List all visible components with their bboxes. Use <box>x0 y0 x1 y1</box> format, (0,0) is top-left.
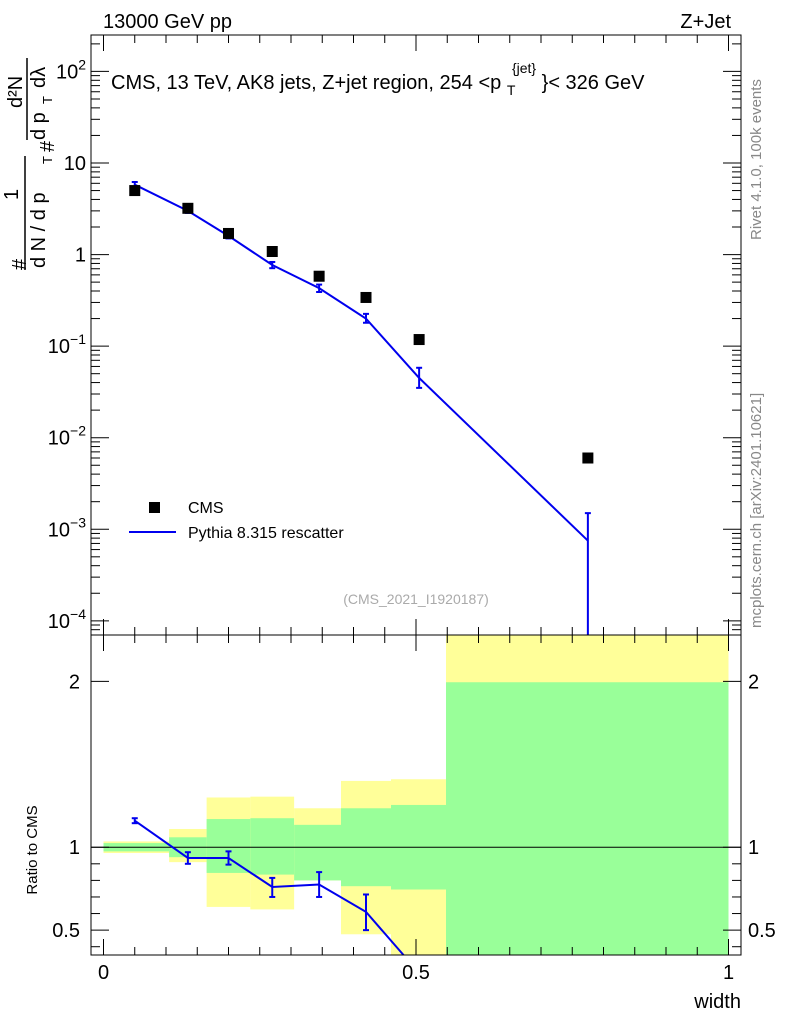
ytick-mantissa: 10 <box>56 61 78 83</box>
xtick-label: 0.5 <box>402 962 430 984</box>
side-label-bottom: mcplots.cern.ch [arXiv:2401.10621] <box>748 393 765 628</box>
ytick-exponent: −3 <box>70 514 86 530</box>
ratio-ytick-label-right: 0.5 <box>748 920 776 942</box>
legend-marker-cms <box>149 502 160 513</box>
main-title: CMS, 13 TeV, AK8 jets, Z+jet region, 254… <box>111 56 645 100</box>
main-ytick-label: 102 <box>56 56 86 83</box>
xtick-label: 1 <box>723 962 734 984</box>
header-left: 13000 GeV pp <box>103 11 232 33</box>
main-ytick-label: 10−2 <box>48 423 86 450</box>
cms-point <box>582 452 594 464</box>
main-title-sup: {jet} <box>512 60 536 76</box>
main-panel: CMS, 13 TeV, AK8 jets, Z+jet region, 254… <box>1 34 742 636</box>
cms-point <box>313 270 325 282</box>
ratio-ytick-label-left: 1 <box>69 837 80 859</box>
ytick-mantissa: 10 <box>64 153 86 175</box>
ylabel-dn-dpt: d N / d p <box>28 192 50 268</box>
ytick-mantissa: 10 <box>48 428 70 450</box>
ratio-ytick-label-right: 1 <box>748 837 759 859</box>
ratio-panel: 0.5 0.5 1 1 2 2 0 0.5 1 Ratio to CMS width <box>24 634 776 1013</box>
ytick-exponent: −2 <box>70 423 86 439</box>
main-title-sub: T <box>507 82 516 98</box>
main-ytick-label: 10−3 <box>48 514 86 541</box>
cms-point <box>413 334 425 346</box>
cms-point <box>182 202 194 214</box>
legend-label-mc: Pythia 8.315 rescatter <box>188 525 344 542</box>
cms-point <box>223 227 234 239</box>
main-ytick-label: 1 <box>75 245 86 267</box>
ytick-mantissa: 10 <box>48 336 70 358</box>
main-title-suffix: }< 326 GeV <box>542 72 646 94</box>
cms-point <box>360 291 372 303</box>
header-right: Z+Jet <box>680 11 731 33</box>
ratio-ylabel: Ratio to CMS <box>24 805 41 894</box>
xlabel: width <box>693 991 741 1013</box>
ylabel-sub-t-2: T <box>40 96 55 104</box>
ylabel-numer: d²N <box>5 76 27 108</box>
ylabel-denom: d p <box>28 112 50 140</box>
ylabel-dlambda: dλ <box>28 67 50 88</box>
ylabel-one: 1 <box>1 189 23 200</box>
main-ytick-label: 10 <box>64 153 86 175</box>
ratio-ytick-label-left: 0.5 <box>52 920 80 942</box>
main-ytick-label: 10−4 <box>48 606 86 633</box>
ratio-frame <box>90 634 742 956</box>
legend-label-cms: CMS <box>188 500 224 517</box>
main-ylabel: # 1 d N / d p T # d²N d p T dλ <box>1 58 59 270</box>
watermark: (CMS_2021_I1920187) <box>343 591 489 607</box>
mc-line <box>134 183 589 542</box>
ytick-mantissa: 10 <box>48 519 70 541</box>
ratio-ytick-label-right: 2 <box>748 671 759 693</box>
ratio-band-inner <box>250 818 295 875</box>
ytick-mantissa: 1 <box>75 245 86 267</box>
ratio-band-inner <box>446 682 729 955</box>
ytick-exponent: −1 <box>70 331 86 347</box>
ytick-exponent: 2 <box>78 56 86 72</box>
ratio-ytick-label-left: 2 <box>69 671 80 693</box>
ylabel-sub-t-1: T <box>40 156 55 164</box>
ytick-mantissa: 10 <box>48 611 70 633</box>
cms-point <box>129 185 141 197</box>
ylabel-hash-2: # <box>37 140 59 152</box>
ytick-exponent: −4 <box>70 606 86 622</box>
main-ytick-label: 10−1 <box>48 331 86 358</box>
main-title-prefix: CMS, 13 TeV, AK8 jets, Z+jet region, 254… <box>111 72 501 94</box>
xtick-label: 0 <box>98 962 109 984</box>
cms-point <box>266 246 278 258</box>
side-label-top: Rivet 4.1.0, 100k events <box>748 79 765 240</box>
